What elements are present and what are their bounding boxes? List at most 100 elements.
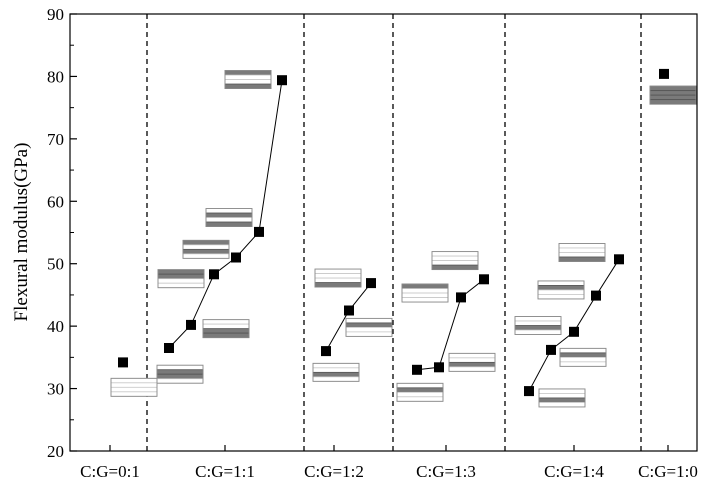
y-tick-label: 50: [47, 255, 64, 274]
layup-box: [224, 70, 272, 90]
glass-layer: [205, 208, 253, 214]
carbon-layer: [312, 371, 360, 378]
carbon-layer: [559, 352, 607, 358]
glass-layer: [224, 79, 272, 85]
layup-outline: [182, 239, 230, 259]
carbon-layer: [202, 332, 250, 339]
x-axis: C:G=0:1 C:G=1:1 C:G=1:2 C:G=1:3 C:G=1:4 C:G=1…: [80, 445, 698, 481]
y-tick-label: 30: [47, 380, 64, 399]
glass-layer: [514, 329, 562, 335]
glass-layer: [396, 391, 444, 398]
glass-layer: [396, 396, 444, 402]
y-axis-title: Flexural modulus(GPa): [11, 143, 32, 322]
carbon-layer: [345, 322, 393, 328]
y-tick-label: 40: [47, 317, 64, 336]
glass-layer: [312, 376, 360, 382]
layup-outline: [396, 382, 444, 402]
data-point: [118, 357, 128, 368]
glass-layer: [110, 386, 158, 393]
carbon-layer: [649, 85, 697, 92]
layup-box: [202, 319, 250, 339]
carbon-layer: [558, 256, 606, 262]
layup-outline: [345, 317, 393, 337]
carbon-layer: [224, 83, 272, 89]
glass-layer: [110, 391, 158, 397]
layup-box: [448, 352, 496, 372]
glass-layer: [558, 247, 606, 253]
glass-layer: [312, 362, 360, 369]
layup-outline: [202, 319, 250, 339]
data-point: [434, 362, 444, 373]
carbon-layer: [537, 285, 585, 291]
glass-layer: [401, 292, 449, 298]
glass-layer: [345, 326, 393, 333]
group-dividers: [146, 14, 642, 451]
glass-layer: [156, 378, 204, 384]
glass-layer: [559, 361, 607, 367]
data-point: [344, 305, 354, 316]
carbon-layer: [431, 264, 479, 270]
data-series: [118, 68, 669, 397]
layup-box: [431, 251, 479, 271]
y-tick-label: 60: [47, 192, 64, 211]
glass-layer: [559, 347, 607, 354]
data-point: [186, 319, 196, 330]
layup-outline: [448, 352, 496, 372]
layup-outline: [224, 70, 272, 90]
carbon-layer: [448, 361, 496, 368]
layup-outline: [110, 377, 158, 397]
carbon-layer: [156, 373, 204, 380]
data-point: [321, 346, 331, 357]
layup-box: [514, 316, 562, 335]
glass-layer: [448, 357, 496, 363]
layup-box: [538, 388, 586, 408]
data-point: [569, 326, 579, 337]
glass-layer: [401, 297, 449, 303]
data-point: [659, 68, 669, 79]
carbon-layer: [182, 248, 230, 255]
y-tick-label: 90: [47, 5, 64, 24]
glass-layer: [538, 388, 586, 394]
y-tick-label: 70: [47, 130, 64, 149]
layup-box: [157, 269, 205, 289]
series-line: [325, 282, 372, 352]
y-tick-label: 20: [47, 442, 64, 461]
layup-outline: [537, 280, 585, 300]
glass-layer: [431, 260, 479, 266]
x-tick-label: C:G=1:0: [638, 462, 698, 481]
glass-layer: [157, 282, 205, 289]
layup-outline: [649, 85, 697, 105]
glass-layer: [314, 268, 362, 274]
data-point: [254, 226, 264, 237]
glass-layer: [514, 316, 562, 322]
glass-layer: [448, 366, 496, 372]
y-tick-label: 80: [47, 67, 64, 86]
layup-outline: [156, 364, 204, 384]
data-point: [164, 343, 174, 353]
glass-layer: [314, 277, 362, 283]
carbon-layer: [401, 283, 449, 289]
data-point: [277, 75, 287, 86]
glass-layer: [396, 382, 444, 389]
glass-layer: [202, 319, 250, 325]
glass-layer: [182, 244, 230, 250]
series-line: [416, 278, 485, 371]
layup-outline: [431, 251, 479, 271]
carbon-layer: [157, 269, 205, 275]
layup-box: [314, 268, 362, 288]
glass-layer: [345, 331, 393, 337]
layup-schematics: [110, 70, 697, 408]
layup-box: [396, 382, 444, 402]
glass-layer: [157, 278, 205, 284]
layup-box: [559, 347, 607, 367]
layup-box: [156, 364, 204, 384]
glass-layer: [538, 393, 586, 399]
data-point: [412, 364, 422, 375]
glass-layer: [312, 367, 360, 373]
layup-box: [649, 85, 697, 105]
carbon-layer: [396, 387, 444, 393]
glass-layer: [538, 402, 586, 408]
layup-outline: [205, 208, 253, 227]
layup-outline: [538, 388, 586, 408]
